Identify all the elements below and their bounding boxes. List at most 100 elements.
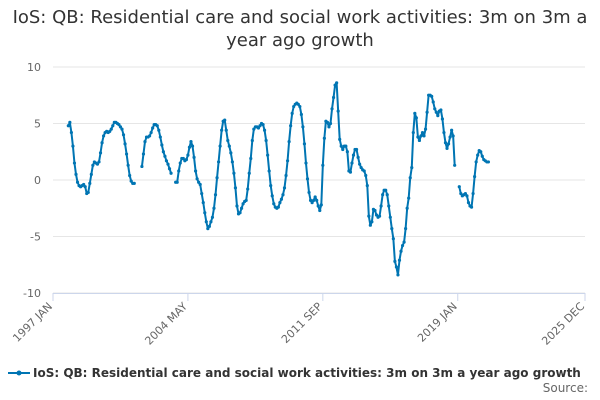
data-point[interactable]: [178, 161, 182, 165]
data-point[interactable]: [296, 102, 300, 106]
data-point[interactable]: [66, 124, 70, 128]
data-point[interactable]: [451, 134, 455, 138]
data-point[interactable]: [281, 193, 285, 197]
data-point[interactable]: [235, 204, 239, 208]
data-point[interactable]: [446, 142, 451, 146]
data-point[interactable]: [269, 184, 273, 188]
data-point[interactable]: [336, 109, 340, 113]
data-point[interactable]: [226, 138, 230, 143]
data-point[interactable]: [430, 94, 434, 98]
data-point[interactable]: [207, 224, 211, 228]
data-point[interactable]: [350, 161, 354, 165]
data-point[interactable]: [331, 95, 336, 100]
data-point[interactable]: [344, 144, 348, 148]
legend[interactable]: IoS: QB: Residential care and social wor…: [8, 364, 581, 382]
data-point[interactable]: [282, 186, 287, 190]
data-point[interactable]: [442, 130, 446, 135]
data-point[interactable]: [95, 162, 100, 166]
data-point[interactable]: [166, 162, 170, 166]
data-point[interactable]: [120, 127, 124, 131]
data-point[interactable]: [69, 130, 73, 135]
data-point[interactable]: [241, 202, 245, 206]
data-point[interactable]: [270, 194, 274, 198]
data-point[interactable]: [367, 214, 371, 218]
data-point[interactable]: [161, 150, 165, 154]
data-point[interactable]: [408, 176, 412, 180]
data-point[interactable]: [410, 165, 414, 170]
data-point[interactable]: [327, 125, 331, 129]
data-point[interactable]: [463, 191, 468, 196]
data-point[interactable]: [233, 186, 238, 190]
data-point[interactable]: [129, 179, 133, 183]
data-point[interactable]: [244, 198, 248, 202]
data-point[interactable]: [258, 124, 262, 128]
data-point[interactable]: [184, 158, 188, 162]
data-point[interactable]: [302, 142, 307, 146]
data-point[interactable]: [126, 163, 130, 167]
data-point[interactable]: [374, 213, 379, 217]
data-point[interactable]: [215, 176, 219, 180]
data-point[interactable]: [473, 175, 477, 179]
data-point[interactable]: [250, 138, 254, 143]
data-point[interactable]: [368, 223, 372, 227]
data-point[interactable]: [262, 128, 267, 132]
data-point[interactable]: [230, 160, 234, 164]
data-point[interactable]: [404, 226, 408, 231]
data-point[interactable]: [313, 195, 317, 199]
data-point[interactable]: [381, 193, 385, 197]
data-point[interactable]: [118, 125, 123, 129]
data-point[interactable]: [227, 144, 231, 148]
data-point[interactable]: [132, 181, 136, 185]
data-point[interactable]: [193, 169, 198, 173]
data-point[interactable]: [264, 138, 268, 143]
data-point[interactable]: [436, 113, 440, 118]
data-point[interactable]: [434, 110, 438, 114]
data-point[interactable]: [316, 204, 320, 208]
data-point[interactable]: [384, 188, 388, 192]
data-point[interactable]: [414, 116, 418, 120]
data-point[interactable]: [318, 208, 322, 213]
data-point[interactable]: [72, 161, 77, 165]
data-point[interactable]: [123, 142, 127, 146]
data-point[interactable]: [232, 171, 236, 175]
data-point[interactable]: [417, 138, 422, 143]
data-point[interactable]: [177, 169, 181, 173]
data-point[interactable]: [373, 208, 377, 213]
data-point[interactable]: [445, 146, 449, 150]
data-point[interactable]: [312, 198, 316, 202]
data-point[interactable]: [439, 108, 443, 112]
data-point[interactable]: [261, 123, 265, 127]
data-point[interactable]: [422, 134, 426, 138]
data-point[interactable]: [160, 143, 164, 147]
data-point[interactable]: [440, 117, 445, 121]
data-point[interactable]: [187, 145, 192, 149]
data-point[interactable]: [155, 124, 159, 128]
data-point[interactable]: [68, 120, 72, 124]
data-point[interactable]: [252, 127, 256, 131]
data-point[interactable]: [167, 167, 172, 171]
data-point[interactable]: [420, 130, 425, 135]
data-point[interactable]: [284, 173, 288, 178]
data-point[interactable]: [238, 211, 242, 215]
data-point[interactable]: [74, 172, 78, 176]
data-point[interactable]: [151, 126, 155, 130]
data-point[interactable]: [203, 211, 207, 215]
data-point[interactable]: [364, 173, 368, 178]
data-point[interactable]: [276, 205, 280, 209]
data-point[interactable]: [416, 135, 420, 139]
data-point[interactable]: [358, 162, 362, 166]
data-point[interactable]: [216, 160, 221, 164]
data-point[interactable]: [97, 160, 101, 164]
data-point[interactable]: [98, 151, 103, 155]
data-point[interactable]: [387, 204, 391, 208]
data-point[interactable]: [278, 201, 282, 205]
data-point[interactable]: [195, 177, 199, 181]
data-point[interactable]: [425, 110, 429, 114]
data-point[interactable]: [223, 118, 227, 122]
data-point[interactable]: [325, 120, 330, 124]
data-point[interactable]: [279, 197, 284, 201]
data-point[interactable]: [400, 243, 405, 248]
data-point[interactable]: [330, 107, 334, 111]
data-point[interactable]: [399, 249, 403, 253]
data-point[interactable]: [218, 144, 222, 148]
